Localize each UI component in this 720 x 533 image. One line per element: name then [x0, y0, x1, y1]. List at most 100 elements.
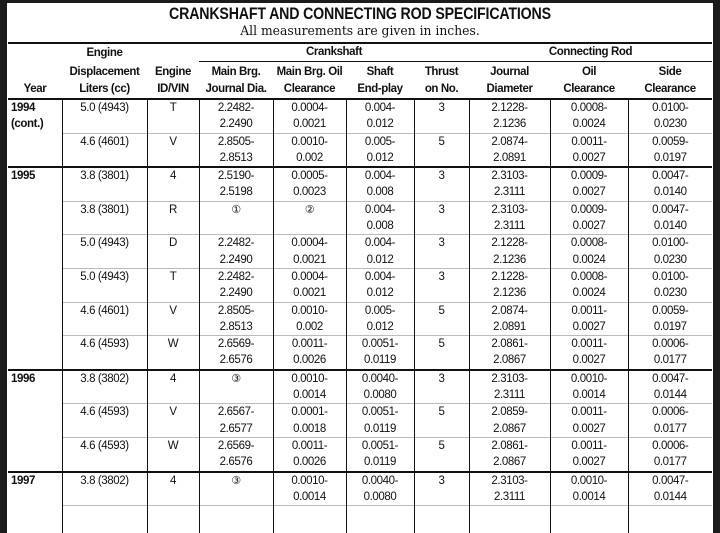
cell-value: 0.0009- [570, 170, 608, 183]
cell-value: 2.8505- [217, 304, 255, 317]
column-header-shaft-end-play: Shaft End-play [346, 61, 414, 100]
table-row: 5.0 (4943) D 2.2482- 2.2490 0.0004- 0.0021 0.0… [8, 234, 713, 269]
column-header-line: End-play [357, 83, 403, 95]
column-header-rod-oil-clearance: Oil Clearance [550, 61, 629, 100]
cell-value: 2.6567- [217, 406, 255, 419]
rod-side-clearance-cell: 0.0047- 0.0144 [627, 368, 713, 404]
column-header-line: Thrust [424, 66, 459, 78]
cell-value: 0.0018 [293, 422, 326, 435]
thrust-on-no-cell: 5 [413, 403, 470, 438]
cell-value: 0.0004- [291, 102, 328, 114]
cell-value: 2.0867 [493, 456, 526, 469]
table-row: 4.6 (4593) W 2.6569- 2.6576 0.0011- 0.0026 0.0… [8, 335, 713, 370]
footnote-marker: ① [231, 202, 241, 216]
rod-side-clearance-cell: 0.0100- 0.0230 [627, 267, 713, 303]
table-row: 4.6 (4593) W 2.6569- 2.6576 0.0011- 0.0026 0.0… [8, 436, 713, 472]
engine-id-cell: 4 [146, 368, 199, 404]
rod-journal-diameter-cell: 2.0859- 2.0867 [468, 403, 551, 438]
table-header: Engine Crankshaft Connecting Rod Year Dis… [8, 43, 713, 100]
rod-journal-diameter-cell: 2.3103- 2.3111 [468, 368, 551, 404]
main-journal-dia-cell: 2.5190- 2.5198 [198, 166, 273, 202]
cell-value: 0.0008- [570, 270, 608, 283]
cell-value: 0.0119 [364, 354, 396, 367]
cell-value: 2.3103- [491, 203, 528, 216]
engine-id-cell: D [146, 234, 199, 269]
cell-value: 2.3111 [493, 389, 526, 402]
header-engine: Engine [86, 46, 123, 59]
cell-value: 2.5190- [217, 170, 255, 183]
cell-value: 0.0119 [364, 422, 396, 435]
engine-id-cell: T [146, 97, 199, 134]
cell-value: 2.3111 [493, 220, 526, 233]
rod-journal-diameter-cell: 2.1228- 2.1236 [468, 267, 551, 303]
rod-oil-clearance-cell: 0.0011- 0.0027 [549, 335, 629, 370]
year-cell [8, 302, 62, 336]
rod-journal-diameter-cell: 2.0861- 2.0867 [468, 335, 551, 370]
rod-oil-clearance-cell: 0.0011- 0.0027 [549, 301, 629, 336]
rod-side-clearance-cell: 0.0059- 0.0197 [627, 301, 713, 336]
table-row: 3.8 (3801) R ① ② 0.004- 0.008 3 2.3103- 2.3111 0.… [8, 200, 713, 235]
cell-value: 0.0011- [571, 338, 607, 351]
rod-oil-clearance-cell: 0.0011- 0.0027 [549, 436, 629, 472]
rod-oil-clearance-cell: 0.0009- 0.0027 [549, 200, 629, 235]
column-header-year: Year [8, 61, 62, 100]
cell-value: 0.0008- [570, 237, 608, 250]
cell-value: 2.8513 [219, 320, 253, 333]
cell-value: 0.0014 [293, 389, 326, 402]
column-header-line: Oil [581, 66, 597, 78]
shaft-end-play-cell: 0.0051- 0.0119 [345, 335, 414, 370]
cell-value: 0.0080 [363, 389, 397, 402]
thrust-on-no-cell: 5 [413, 301, 470, 336]
cell-value: 0.0010- [291, 474, 328, 487]
footnote-marker: ③ [231, 371, 241, 385]
cell-value: 0.0010- [291, 135, 328, 148]
cell-value: 0.0011- [571, 439, 607, 452]
cell-value: 0.0027 [572, 456, 606, 469]
cell-value: 0.0040- [361, 372, 399, 385]
table-row: 1996 3.8 (3802) 4 ③ 0.0010- 0.0014 0.0040- 0.00… [8, 368, 713, 404]
cell-value: 2.0861- [491, 439, 528, 452]
cell-value: 0.004- [364, 237, 396, 250]
column-header-line: Clearance [563, 83, 615, 95]
year-cell [8, 404, 62, 438]
cell-value: 2.6576 [219, 456, 253, 469]
main-oil-clearance-cell: 0.0010- 0.0014 [272, 368, 346, 404]
rod-journal-diameter-cell: 2.0874- 2.0891 [468, 132, 551, 168]
table-row [8, 505, 713, 533]
cell-value: 0.0230 [653, 287, 687, 300]
table-row: 5.0 (4943) T 2.2482- 2.2490 0.0004- 0.0021 0.0… [8, 267, 713, 303]
cell-value: 0.004- [364, 170, 396, 183]
cell-value: 0.0177 [653, 422, 687, 435]
cell-value: 0.0197 [653, 320, 687, 333]
main-journal-dia-cell: ③ [198, 368, 273, 404]
column-header-main-journal-dia: Main Brg. Journal Dia. [199, 61, 273, 100]
cell-value: 0.012 [366, 287, 394, 300]
cell-value: 2.0859- [491, 406, 528, 419]
rod-side-clearance-cell: 0.0059- 0.0197 [627, 132, 713, 168]
cell-value: 0.0024 [572, 287, 606, 300]
cell-value: 0.0080 [363, 490, 397, 503]
cell-value: 2.3111 [493, 490, 526, 503]
cell-value: 2.3111 [493, 186, 526, 199]
main-journal-dia-cell: ③ [198, 470, 273, 506]
main-journal-dia-cell: 2.6569- 2.6576 [198, 335, 273, 370]
column-header-line: Side [658, 66, 682, 78]
cell-value: 0.004- [364, 270, 396, 283]
engine-id-cell: 4 [146, 470, 199, 506]
column-header-line: Main Brg. Oil [276, 66, 343, 78]
column-header-line: on No. [424, 83, 459, 95]
cell-value: 0.0001- [291, 406, 328, 419]
column-header-thrust-on-no: Thrust on No. [414, 61, 470, 100]
main-journal-dia-cell: ① [198, 200, 273, 235]
year-cell: 1994 (cont.) [8, 97, 62, 134]
rod-oil-clearance-cell: 0.0008- 0.0024 [549, 267, 629, 303]
cell-value: 0.0026 [293, 456, 326, 469]
cell-value: 0.0027 [572, 151, 606, 164]
thrust-on-no-cell: 3 [413, 166, 470, 202]
main-oil-clearance-cell: 0.0004- 0.0021 [272, 234, 346, 269]
cell-value: 0.0047- [652, 170, 689, 183]
rod-oil-clearance-cell: 0.0008- 0.0024 [549, 234, 629, 269]
cell-value: 0.0014 [572, 389, 606, 402]
main-journal-dia-cell: 2.8505- 2.8513 [198, 132, 273, 168]
column-header-line: Main Brg. [211, 66, 261, 78]
